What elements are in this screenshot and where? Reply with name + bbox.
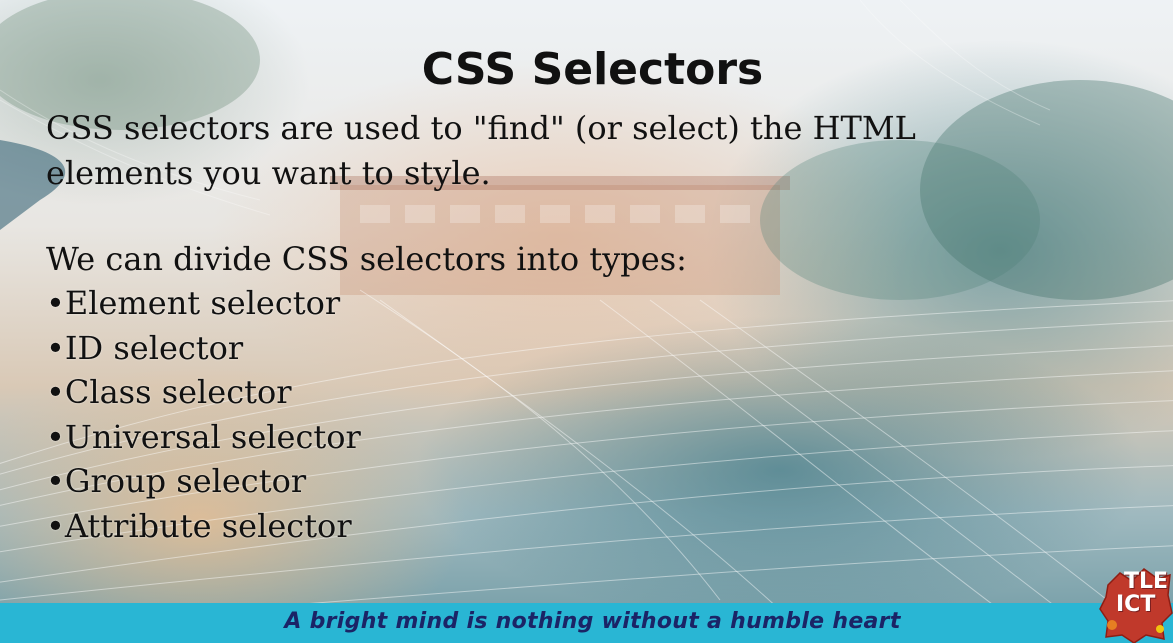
selector-item-id: •ID selector bbox=[46, 328, 244, 367]
footer-motto: A bright mind is nothing without a humbl… bbox=[284, 609, 901, 634]
selector-list: •Element selector •ID selector •Class se… bbox=[46, 281, 361, 548]
selector-item-element: •Element selector bbox=[46, 284, 341, 322]
selector-item-class: •Class selector bbox=[46, 373, 292, 411]
selector-item-attribute: •Attribute selector bbox=[46, 506, 352, 545]
selector-item-universal: •Universal selector bbox=[46, 417, 361, 456]
footer-bar: A bright mind is nothing without a humbl… bbox=[0, 603, 1173, 643]
logo-badge-icon bbox=[1099, 568, 1173, 643]
intro-text: CSS selectors are used to "find" (or sel… bbox=[46, 109, 916, 192]
tle-ict-logo: TLE ICT bbox=[1098, 565, 1173, 643]
logo-ict-text: ICT bbox=[1116, 592, 1156, 617]
logo-tle-text: TLE bbox=[1124, 569, 1169, 594]
selector-item-group: •Group selector bbox=[46, 462, 307, 500]
types-heading: We can divide CSS selectors into types: bbox=[46, 240, 687, 278]
slide-title: CSS Selectors bbox=[421, 44, 764, 95]
